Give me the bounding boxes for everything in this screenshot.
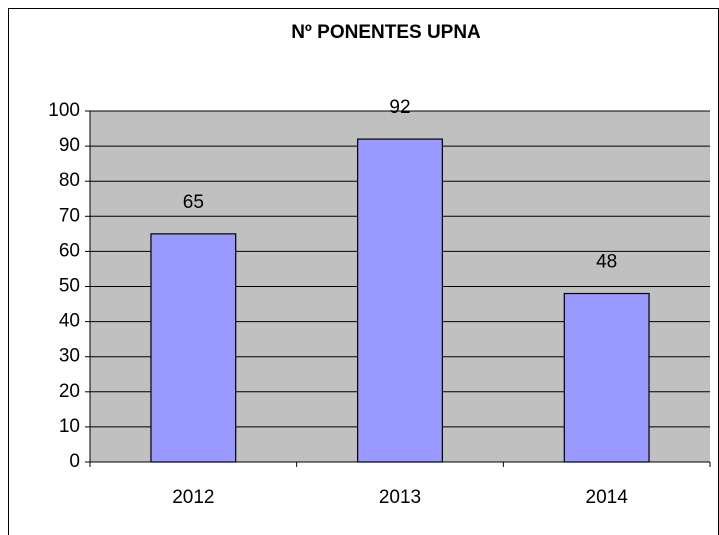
y-tick-label: 70: [59, 205, 80, 226]
y-tick-label: 80: [59, 170, 80, 191]
y-tick-label: 100: [48, 100, 80, 121]
y-tick-label: 0: [69, 451, 80, 472]
y-tick-label: 50: [59, 276, 80, 297]
chart-title: Nº PONENTES UPNA: [291, 22, 481, 43]
x-tick-label: 2014: [586, 487, 629, 508]
data-label: 65: [183, 192, 204, 213]
y-tick-label: 30: [59, 346, 80, 367]
y-tick-label: 20: [59, 381, 80, 402]
data-label: 92: [389, 97, 410, 118]
y-tick-label: 90: [59, 135, 80, 156]
data-label: 48: [596, 252, 617, 273]
bar: [150, 233, 237, 463]
bar: [563, 292, 650, 463]
y-tick-label: 60: [59, 240, 80, 261]
y-tick-label: 10: [59, 416, 80, 437]
x-tick-label: 2012: [172, 487, 214, 508]
bar: [357, 138, 443, 463]
y-tick-label: 40: [59, 311, 80, 332]
x-tick-label: 2013: [379, 487, 421, 508]
